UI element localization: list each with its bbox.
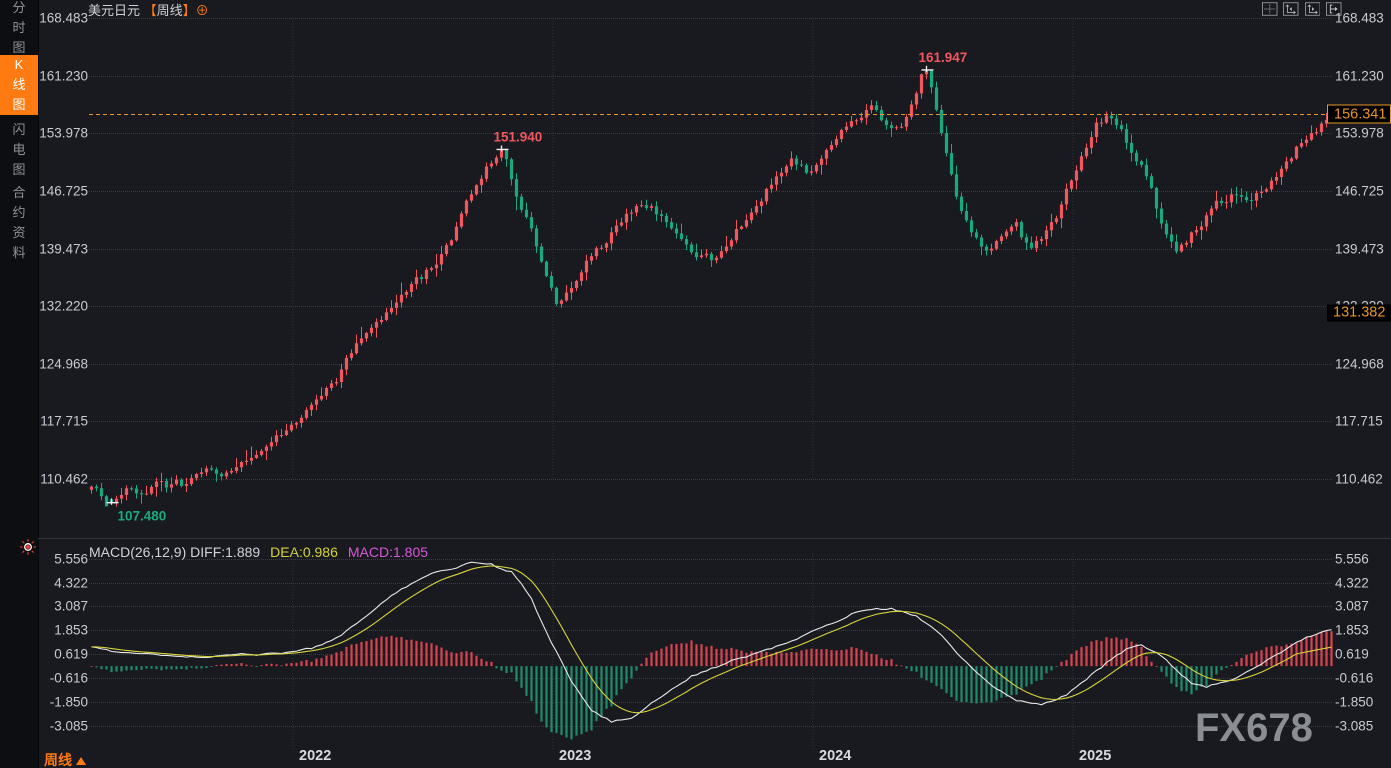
svg-text:161.947: 161.947 xyxy=(919,50,968,65)
svg-text:151.940: 151.940 xyxy=(494,129,543,144)
svg-text:107.480: 107.480 xyxy=(118,509,167,524)
